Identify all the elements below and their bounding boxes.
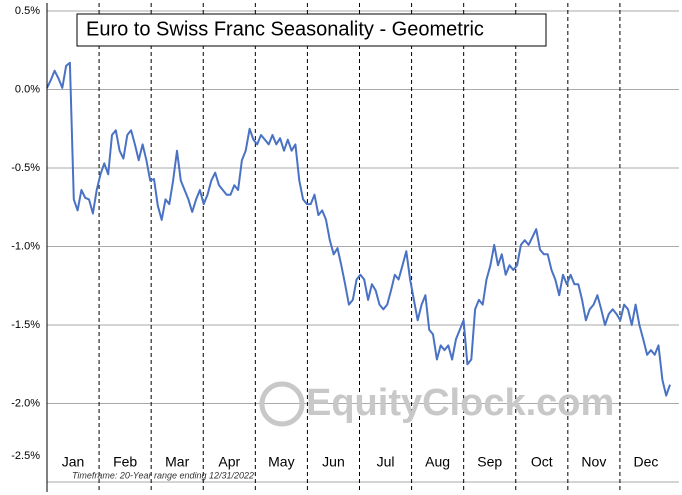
x-tick-label: Aug [425, 454, 450, 470]
x-tick-label: Jan [62, 454, 85, 470]
x-tick-label: Feb [113, 454, 137, 470]
x-tick-label: Jun [322, 454, 345, 470]
y-tick-label: 0.5% [15, 5, 40, 17]
series-line [46, 61, 671, 397]
y-tick-label: 0.0% [15, 83, 40, 95]
x-tick-label: Dec [634, 454, 659, 470]
y-tick-label: -0.5% [11, 162, 40, 174]
plot [46, 61, 671, 397]
watermark: EquityClock.com [259, 381, 614, 427]
y-tick-label: -1.5% [11, 319, 40, 331]
y-tick-label: -2.0% [11, 397, 40, 409]
x-tick-label: Sep [477, 454, 502, 470]
watermark-logo [259, 381, 305, 427]
y-tick-label: -2.5% [11, 450, 40, 462]
watermark-text: EquityClock.com [306, 382, 614, 424]
footnote: Timeframe: 20-Year range ending 12/31/20… [72, 470, 254, 480]
x-tick-label: Mar [165, 454, 189, 470]
x-tick-label: May [268, 454, 294, 470]
grid [47, 3, 679, 492]
y-tick-label: -1.0% [11, 240, 40, 252]
title-box [76, 13, 547, 47]
x-tick-label: Nov [581, 454, 606, 470]
chart-title: Euro to Swiss Franc Seasonality - Geomet… [86, 18, 484, 40]
x-tick-label: Oct [531, 454, 553, 470]
x-tick-label: Jul [377, 454, 395, 470]
x-tick-label: Apr [218, 454, 240, 470]
